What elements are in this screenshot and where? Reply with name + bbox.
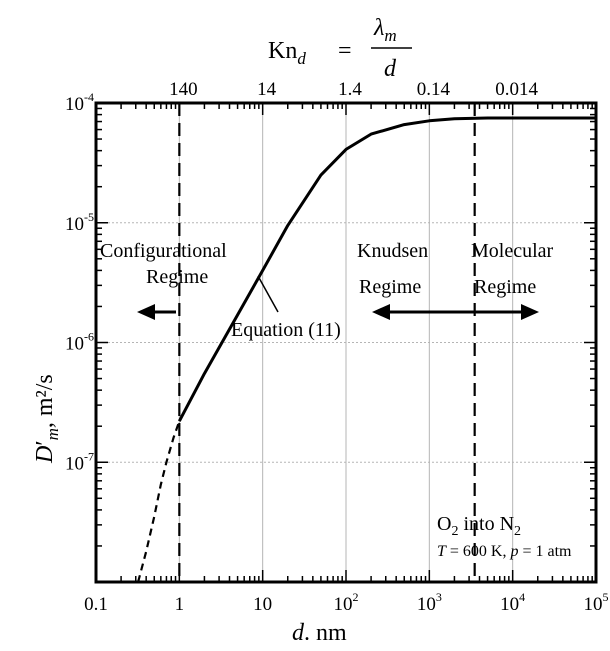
x-tick-label: 0.1 (84, 594, 108, 615)
x-tick-labels: 0.1 1 10 102 103 104 105 (84, 590, 608, 615)
y-tick-base: 10 (65, 94, 84, 115)
x-tick-label: 10 (253, 594, 272, 615)
molecular-label: Molecular (471, 240, 554, 262)
y-axis-title: D′m, m²/s (32, 374, 62, 464)
top-tick-label: 140 (169, 79, 198, 100)
equation-label: Equation (11) (231, 319, 341, 341)
x-tick-label: 105 (584, 590, 609, 615)
x-tick-label: 1 (175, 594, 185, 615)
top-tick-label: 0.14 (417, 79, 451, 100)
configurational-regime-label: Regime (146, 266, 208, 288)
molecular-regime-label: Regime (474, 276, 536, 298)
y-tick-exponent: -7 (84, 449, 94, 463)
y-tick-base: 10 (65, 214, 84, 235)
x-tick-base: 10 (584, 594, 603, 615)
configurational-label: Configurational (100, 240, 227, 262)
x-tick-exponent: 5 (603, 590, 609, 604)
y-tick-exponent: -4 (84, 90, 94, 104)
top-tick-label: 1.4 (338, 79, 362, 100)
y-tick-label: 10-6 (65, 330, 94, 355)
knudsen-label: Knudsen (357, 240, 428, 262)
arrows (137, 304, 539, 320)
grid-lines (96, 103, 596, 582)
y-tick-label: 10-5 (65, 210, 94, 235)
x-tick-base: 10 (334, 594, 353, 615)
kn-symbol: Knd (268, 38, 306, 68)
x-tick-base: 10 (417, 594, 436, 615)
data-series (137, 116, 596, 583)
molecular-arrow-head (521, 304, 539, 320)
configurational-arrow-head (137, 304, 155, 320)
equation-11-curve (177, 116, 596, 422)
y-tick-exponent: -6 (84, 330, 94, 344)
y-tick-exponent: -5 (84, 210, 94, 224)
knudsen-arrow-head (372, 304, 390, 320)
fraction-numerator: λm (373, 15, 397, 45)
x-tick-label: 103 (417, 590, 442, 615)
x-tick-exponent: 4 (519, 590, 525, 604)
x-tick-exponent: 2 (353, 590, 359, 604)
extrapolated-curve (137, 420, 181, 583)
equation-leader-line (257, 275, 279, 313)
y-tick-base: 10 (65, 334, 84, 355)
top-axis-title: Knd = λm d (268, 15, 412, 82)
x-tick-label: 104 (500, 590, 525, 615)
axis-ticks (95, 103, 596, 583)
x-tick-base: 10 (500, 594, 519, 615)
knudsen-regime-label: Regime (359, 276, 421, 298)
y-tick-label: 10-4 (65, 90, 94, 115)
x-tick-label: 102 (334, 590, 359, 615)
equals-sign: = (338, 38, 352, 64)
x-tick-exponent: 3 (436, 590, 442, 604)
x-axis-title: d. nm (292, 620, 347, 646)
gas-pair-label: O2 into N2 (437, 513, 521, 539)
top-tick-label: 0.014 (495, 79, 538, 100)
y-tick-label: 10-7 (65, 449, 94, 474)
top-tick-label: 14 (257, 79, 277, 100)
fraction-denominator: d (384, 56, 397, 82)
conditions-label: T = 600 K, p = 1 atm (437, 543, 572, 560)
y-tick-labels: 10-410-510-610-7 (65, 90, 94, 474)
top-tick-labels: 140 14 1.4 0.14 0.014 (169, 79, 538, 100)
y-tick-base: 10 (65, 453, 84, 474)
